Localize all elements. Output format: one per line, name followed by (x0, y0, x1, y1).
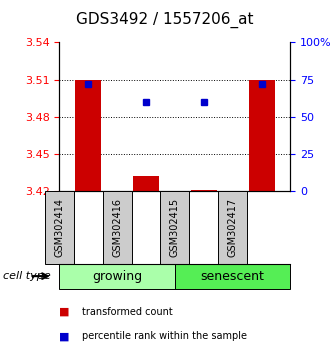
Bar (248, 80, 275, 191)
Text: percentile rank within the sample: percentile rank within the sample (82, 331, 248, 341)
Text: GDS3492 / 1557206_at: GDS3492 / 1557206_at (76, 11, 254, 28)
Bar (59, 264, 175, 289)
Text: growing: growing (92, 270, 142, 282)
Text: ■: ■ (59, 307, 70, 316)
Bar (175, 264, 290, 289)
Text: transformed count: transformed count (82, 307, 173, 316)
Bar (133, 176, 159, 191)
Bar (75, 80, 101, 191)
Bar (45, 191, 74, 264)
Bar (160, 191, 189, 264)
Text: ■: ■ (59, 331, 70, 341)
Text: GSM302417: GSM302417 (228, 198, 238, 257)
Text: GSM302414: GSM302414 (54, 198, 64, 257)
Text: senescent: senescent (201, 270, 265, 282)
Text: GSM302415: GSM302415 (170, 198, 180, 257)
Bar (218, 191, 247, 264)
Bar (191, 190, 217, 191)
Bar (103, 191, 132, 264)
Text: GSM302416: GSM302416 (112, 198, 122, 257)
Text: cell type: cell type (3, 271, 51, 281)
